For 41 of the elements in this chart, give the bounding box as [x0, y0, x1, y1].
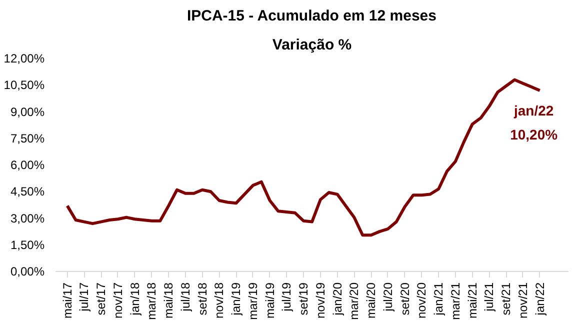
- x-tick-label: set/17: [94, 282, 108, 316]
- x-tick-label: jan/20: [330, 282, 344, 316]
- x-tick-label: set/20: [398, 282, 412, 316]
- x-tick-label: jul/21: [482, 282, 496, 312]
- x-tick-label: set/19: [296, 282, 311, 316]
- chart-subtitle: Variação %: [272, 36, 352, 54]
- chart-title: IPCA-15 - Acumulado em 12 meses: [186, 8, 436, 24]
- x-tick-label: nov/18: [212, 282, 226, 319]
- x-tick-label: jan/18: [128, 282, 142, 316]
- annotation: jan/22 10,20%: [510, 102, 558, 142]
- x-tick-label: jul/20: [380, 282, 395, 312]
- y-tick-label: 1,50%: [10, 238, 45, 252]
- y-tick-label: 4,50%: [10, 184, 45, 199]
- x-tick-label: nov/17: [110, 282, 125, 319]
- x-tick-label: jul/18: [178, 282, 192, 312]
- y-tick-label: 0,00%: [10, 264, 45, 278]
- x-tick-label: jul/17: [77, 282, 92, 312]
- x-tick-label: mai/18: [162, 282, 176, 319]
- x-tick-label: set/18: [195, 282, 210, 316]
- x-tick-label: mai/19: [262, 282, 277, 319]
- x-tick-label: nov/20: [414, 282, 429, 319]
- x-tick-label: set/21: [499, 282, 514, 316]
- x-tick-label: mai/17: [60, 282, 74, 319]
- x-tick-label: mar/18: [144, 282, 159, 320]
- x-tick-label: mai/21: [465, 282, 480, 319]
- y-tick-label: 7,50%: [10, 131, 45, 146]
- x-tick-label: nov/19: [313, 282, 328, 319]
- x-tick-label: jul/19: [280, 282, 294, 312]
- x-tick-label: jan/22: [532, 282, 547, 316]
- x-tick-label: mar/19: [246, 282, 260, 320]
- y-tick-label: 9,00%: [10, 104, 45, 119]
- x-tick-label: mai/20: [364, 282, 378, 319]
- x-tick-label: jan/21: [432, 282, 446, 316]
- x-tick-label: mar/20: [347, 282, 362, 320]
- x-tick-label: mar/21: [448, 282, 462, 320]
- x-tick-label: jan/19: [229, 282, 244, 316]
- y-tick-label: 12,00%: [4, 52, 45, 66]
- x-tick-label: nov/21: [516, 282, 530, 319]
- y-tick-label: 10,50%: [4, 78, 45, 92]
- y-tick-label: 3,00%: [10, 211, 45, 226]
- y-tick-label: 6,00%: [10, 158, 45, 172]
